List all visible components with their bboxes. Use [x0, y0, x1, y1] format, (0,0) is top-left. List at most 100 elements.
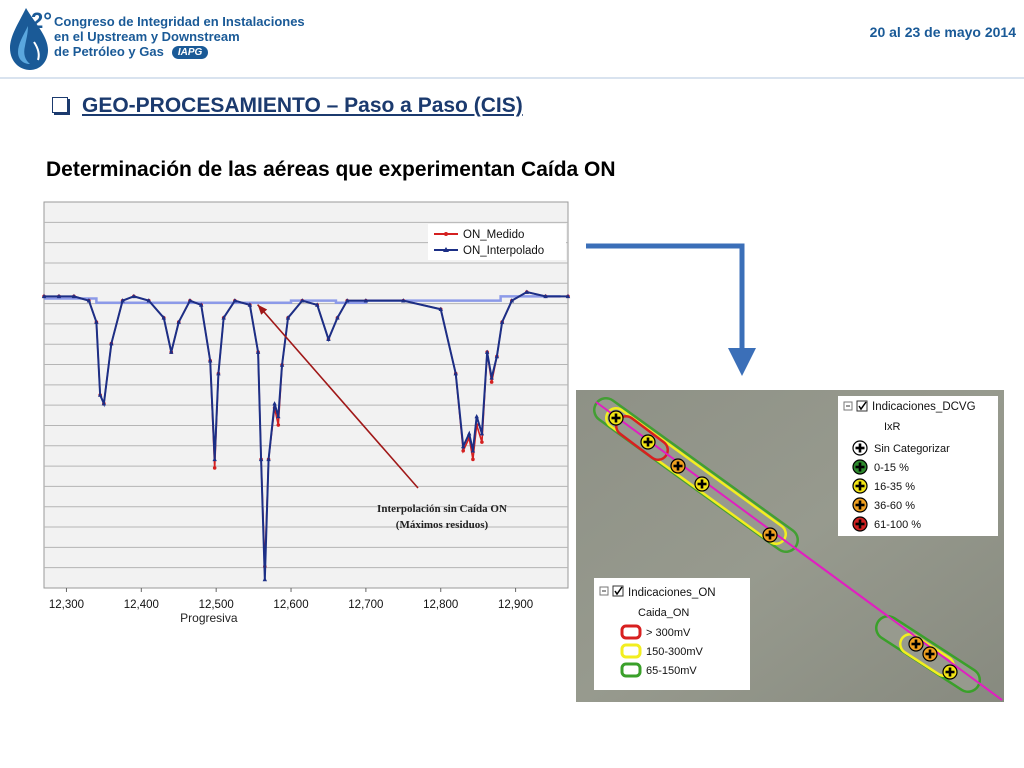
point-on_interpolado: [187, 298, 193, 303]
dcvg-marker-icon: [762, 527, 778, 543]
legend-dcvg-label: 36-60 %: [874, 500, 915, 512]
annotation-arrow: [256, 304, 419, 489]
cis-chart: 12,300 12,400 12,500 12,600 12,700 12,800 12,9…: [40, 198, 572, 630]
flow-arrow-icon: [586, 243, 756, 376]
point-on_interpolado: [169, 349, 174, 354]
point-on_interpolado: [161, 315, 166, 320]
point-on_interpolado: [266, 456, 271, 462]
annotation-line1: Interpolación sin Caída ON: [377, 503, 507, 515]
legend-box: [428, 224, 566, 260]
congress-title-line3: de Petróleo y Gas: [54, 44, 164, 59]
legend-on-swatch: [620, 624, 642, 640]
legend-on-swatch: [620, 662, 642, 678]
point-on_interpolado: [401, 298, 406, 303]
gis-map-svg: Indicaciones_DCVG IxR Sin Categorizar 0-1…: [576, 390, 1004, 702]
legend-on-field: Caida_ON: [638, 607, 689, 619]
legend-dcvg-symbol-icon: [852, 440, 868, 456]
point-on_interpolado: [279, 362, 285, 367]
legend-marker: [443, 247, 449, 252]
x-tick-label: 12,600: [273, 599, 308, 611]
dcvg-marker-icon: [694, 476, 710, 492]
point-on_interpolado: [461, 443, 466, 449]
point-on_interpolado: [41, 293, 47, 299]
point-on_interpolado: [494, 353, 500, 359]
legend-marker: [444, 232, 448, 236]
slide-subtitle: Determinación de las aéreas que experime…: [46, 158, 616, 181]
point-on_medido: [471, 457, 475, 462]
legend-dcvg-symbol-icon: [852, 478, 868, 494]
x-axis-label: Progresiva: [180, 611, 238, 625]
point-on_medido: [480, 440, 484, 444]
point-on_interpolado: [438, 306, 443, 312]
point-on_interpolado: [285, 315, 291, 320]
point-on_interpolado: [146, 298, 151, 303]
dcvg-marker-icon: [942, 664, 958, 680]
point-on_interpolado: [255, 349, 261, 354]
gis-map: Indicaciones_DCVG IxR Sin Categorizar 0-1…: [576, 390, 1004, 702]
point-on_interpolado: [94, 319, 99, 324]
point-on_interpolado: [71, 293, 77, 299]
point-on_interpolado: [216, 371, 221, 376]
slide-header: 2° Congreso de Integridad en Instalacion…: [0, 0, 1024, 78]
point-on_interpolado: [524, 289, 530, 294]
congress-title-line2: en el Upstream y Downstream: [54, 29, 240, 44]
legend-dcvg-label: 61-100 %: [874, 519, 921, 531]
x-tick-label: 12,800: [423, 599, 458, 611]
legend-dcvg-label: 0-15 %: [874, 462, 909, 474]
dcvg-marker-icon: [922, 646, 938, 662]
legend-on-swatch: [620, 643, 642, 659]
annotation-arrowhead: [257, 304, 268, 315]
congress-title: Congreso de Integridad en Instalaciones …: [54, 14, 305, 60]
x-tick-label: 12,900: [498, 599, 533, 611]
legend-on-label: 150-300mV: [646, 646, 704, 658]
point-on_interpolado: [565, 293, 571, 299]
plot-area: [43, 201, 569, 589]
point-on_interpolado: [131, 293, 137, 299]
dcvg-marker-icon: [670, 458, 686, 474]
legend-dcvg-label: 16-35 %: [874, 481, 915, 493]
point-on_interpolado: [101, 401, 107, 406]
point-on_interpolado: [479, 431, 485, 436]
point-on_interpolado: [474, 413, 479, 419]
point-on_interpolado: [199, 302, 204, 307]
point-on_medido: [489, 380, 494, 384]
point-on_interpolado: [56, 293, 62, 299]
series-line-on_interpolado: [44, 291, 568, 580]
legend-dcvg-symbol-icon: [852, 497, 868, 513]
point-on_interpolado: [499, 319, 505, 324]
legend-dcvg-field: IxR: [884, 421, 901, 433]
header-divider: [0, 77, 1024, 79]
iapg-badge: IAPG: [171, 46, 209, 60]
legend-on-label: 65-150mV: [646, 665, 697, 677]
point-on_medido: [461, 448, 466, 453]
logo-number: 2°: [31, 8, 52, 33]
congress-logo-icon: 2°: [10, 8, 52, 70]
checkbox-bullet-icon: [52, 97, 68, 113]
point-on_interpolado: [120, 298, 125, 303]
x-tick-label: 12,500: [199, 599, 234, 611]
dcvg-marker-icon: [608, 410, 624, 426]
annotation-line2: (Máximos residuos): [396, 519, 489, 531]
point-on_interpolado: [276, 413, 281, 419]
point-on_interpolado: [466, 431, 472, 436]
point-on_interpolado: [326, 336, 331, 342]
point-on_medido: [212, 466, 217, 470]
dcvg-marker-icon: [640, 434, 656, 450]
legend-label-on_interpolado: ON_Interpolado: [463, 245, 544, 257]
legend-dcvg-symbol-icon: [852, 459, 868, 475]
point-on_interpolado: [470, 448, 476, 453]
x-tick-label: 12,700: [348, 599, 383, 611]
legend-dcvg: Indicaciones_DCVG IxR Sin Categorizar 0-1…: [838, 396, 998, 536]
point-on_interpolado: [176, 319, 181, 324]
point-on_interpolado: [86, 298, 92, 303]
x-tick-label: 12,400: [124, 599, 159, 611]
point-on_interpolado: [247, 302, 253, 307]
legend-dcvg-symbol-icon: [852, 516, 868, 532]
point-on_interpolado: [212, 456, 217, 462]
legend-label-on_medido: ON_Medido: [463, 229, 524, 241]
point-on_interpolado: [543, 293, 548, 299]
legend-dcvg-title: Indicaciones_DCVG: [872, 401, 976, 413]
point-on_interpolado: [315, 302, 320, 307]
point-on_interpolado: [258, 456, 264, 462]
legend-on-title: Indicaciones_ON: [628, 587, 716, 599]
